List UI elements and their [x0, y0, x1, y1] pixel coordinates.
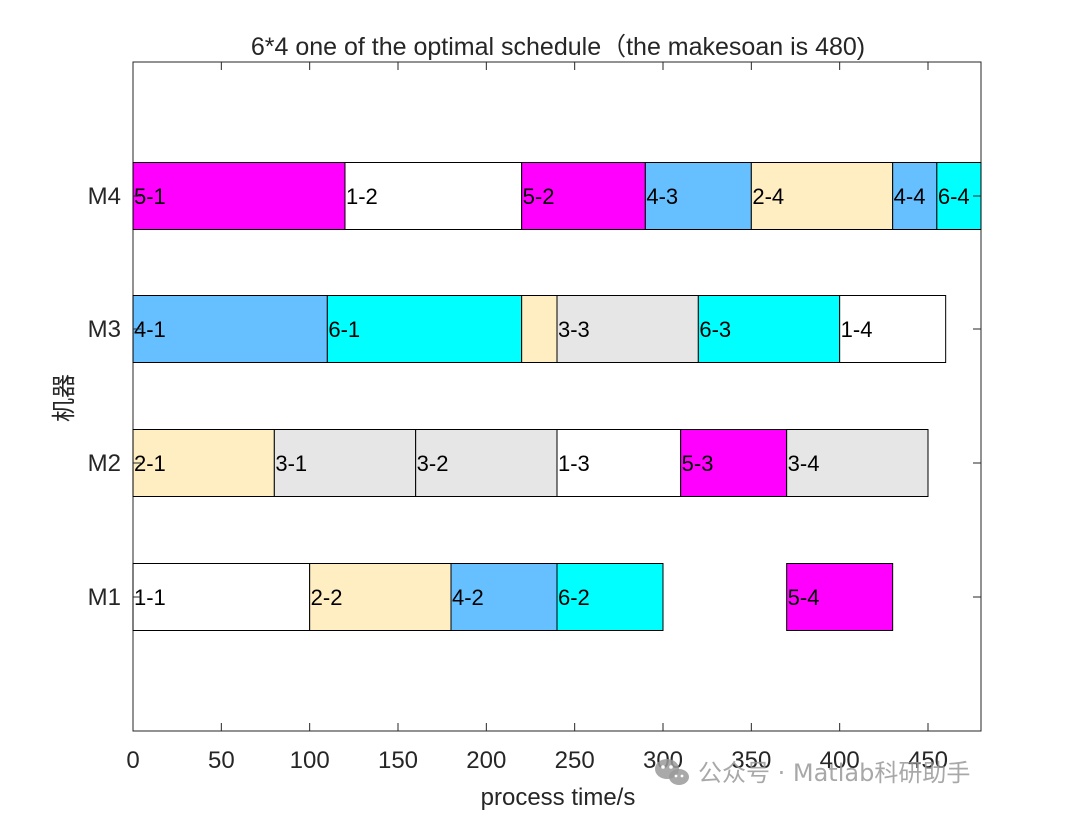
x-axis-label: process time/s: [481, 784, 636, 811]
task-bar-rect: [680, 429, 788, 497]
watermark: 公众号 · Matlab科研助手: [655, 759, 970, 787]
task-bar-rect: [556, 295, 699, 363]
task-bar: 5-1: [132, 162, 346, 230]
task-bar-rect: [309, 563, 452, 631]
task-bar-rect: [786, 429, 929, 497]
task-bar: 4-1: [132, 295, 328, 363]
task-bar: 3-2: [415, 429, 558, 497]
x-tick-label: 50: [208, 747, 235, 774]
task-label: 6-3: [699, 317, 731, 342]
task-label: 1-3: [558, 451, 590, 476]
task-bar-rect: [786, 563, 894, 631]
task-label: 1-2: [346, 184, 378, 209]
task-label: 2-2: [311, 585, 343, 610]
task-bar: 6-3: [697, 295, 841, 363]
task-label: 4-4: [894, 184, 926, 209]
task-label: 5-2: [523, 184, 555, 209]
task-bar-rect: [892, 162, 938, 230]
task-bar: 2-4: [750, 162, 894, 230]
task-bar-rect: [644, 162, 752, 230]
task-bar-rect: [132, 563, 311, 631]
task-bars: 5-1 1-2 5-2 4-3 2-4 4-4 6-44-1 6-1 3-3 6-3 1-42-1 3…: [132, 162, 982, 631]
task-bar: 4-3: [644, 162, 752, 230]
task-bar: 4-2: [450, 563, 558, 631]
task-bar-rect: [839, 295, 947, 363]
task-bar-rect: [132, 162, 346, 230]
task-label: 5-3: [682, 451, 714, 476]
task-bar-rect: [697, 295, 841, 363]
task-bar: 3-4: [786, 429, 929, 497]
x-axis: 050100150200250300350400450: [126, 62, 948, 774]
x-tick-label: 100: [290, 747, 330, 774]
task-label: 6-2: [558, 585, 590, 610]
task-bar-rect: [521, 295, 558, 363]
task-label: 6-4: [938, 184, 970, 209]
task-bar-rect: [521, 162, 646, 230]
task-label: 3-1: [275, 451, 307, 476]
task-bar: 6-1: [326, 295, 523, 363]
task-bar-rect: [556, 429, 682, 497]
wechat-icon: [655, 759, 689, 785]
task-bar-rect: [344, 162, 523, 230]
x-tick-label: 400: [820, 747, 860, 774]
task-bar: [521, 295, 558, 363]
x-tick-label: 0: [126, 747, 139, 774]
task-bar: 1-4: [839, 295, 947, 363]
task-label: 5-4: [788, 585, 820, 610]
x-tick-label: 250: [555, 747, 595, 774]
task-bar: 5-4: [786, 563, 894, 631]
x-tick-label: 450: [908, 747, 948, 774]
y-axis-label: 机器: [51, 374, 78, 422]
y-tick-label: M2: [88, 450, 121, 477]
chart-title: 6*4 one of the optimal schedule（the make…: [251, 33, 865, 61]
task-label: 3-2: [417, 451, 449, 476]
task-bar: 5-3: [680, 429, 788, 497]
y-tick-label: M1: [88, 584, 121, 611]
x-tick-label: 200: [466, 747, 506, 774]
task-bar: 2-2: [309, 563, 452, 631]
task-bar-rect: [450, 563, 558, 631]
task-bar-rect: [326, 295, 523, 363]
y-axis: M1 M2 M3 M4: [88, 183, 981, 611]
task-bar: 2-1: [132, 429, 275, 497]
task-label: 3-3: [558, 317, 590, 342]
x-tick-label: 350: [731, 747, 771, 774]
task-label: 4-2: [452, 585, 484, 610]
task-bar: 1-1: [132, 563, 311, 631]
task-label: 3-4: [788, 451, 820, 476]
task-bar: 3-1: [273, 429, 417, 497]
task-bar-rect: [750, 162, 894, 230]
task-label: 1-4: [841, 317, 873, 342]
task-bar: 5-2: [521, 162, 646, 230]
task-bar-rect: [132, 429, 275, 497]
task-bar-rect: [273, 429, 417, 497]
task-label: 4-3: [646, 184, 678, 209]
task-bar-rect: [415, 429, 558, 497]
task-label: 6-1: [328, 317, 360, 342]
task-bar: 1-3: [556, 429, 682, 497]
y-tick-label: M4: [88, 183, 121, 210]
task-label: 2-4: [752, 184, 784, 209]
x-tick-label: 150: [378, 747, 418, 774]
task-bar: 4-4: [892, 162, 938, 230]
task-bar-rect: [556, 563, 664, 631]
task-bar: 6-2: [556, 563, 664, 631]
watermark-text: 公众号 · Matlab科研助手: [698, 759, 970, 787]
y-tick-label: M3: [88, 316, 121, 343]
task-bar-rect: [132, 295, 328, 363]
task-bar: 3-3: [556, 295, 699, 363]
task-bar: 1-2: [344, 162, 523, 230]
